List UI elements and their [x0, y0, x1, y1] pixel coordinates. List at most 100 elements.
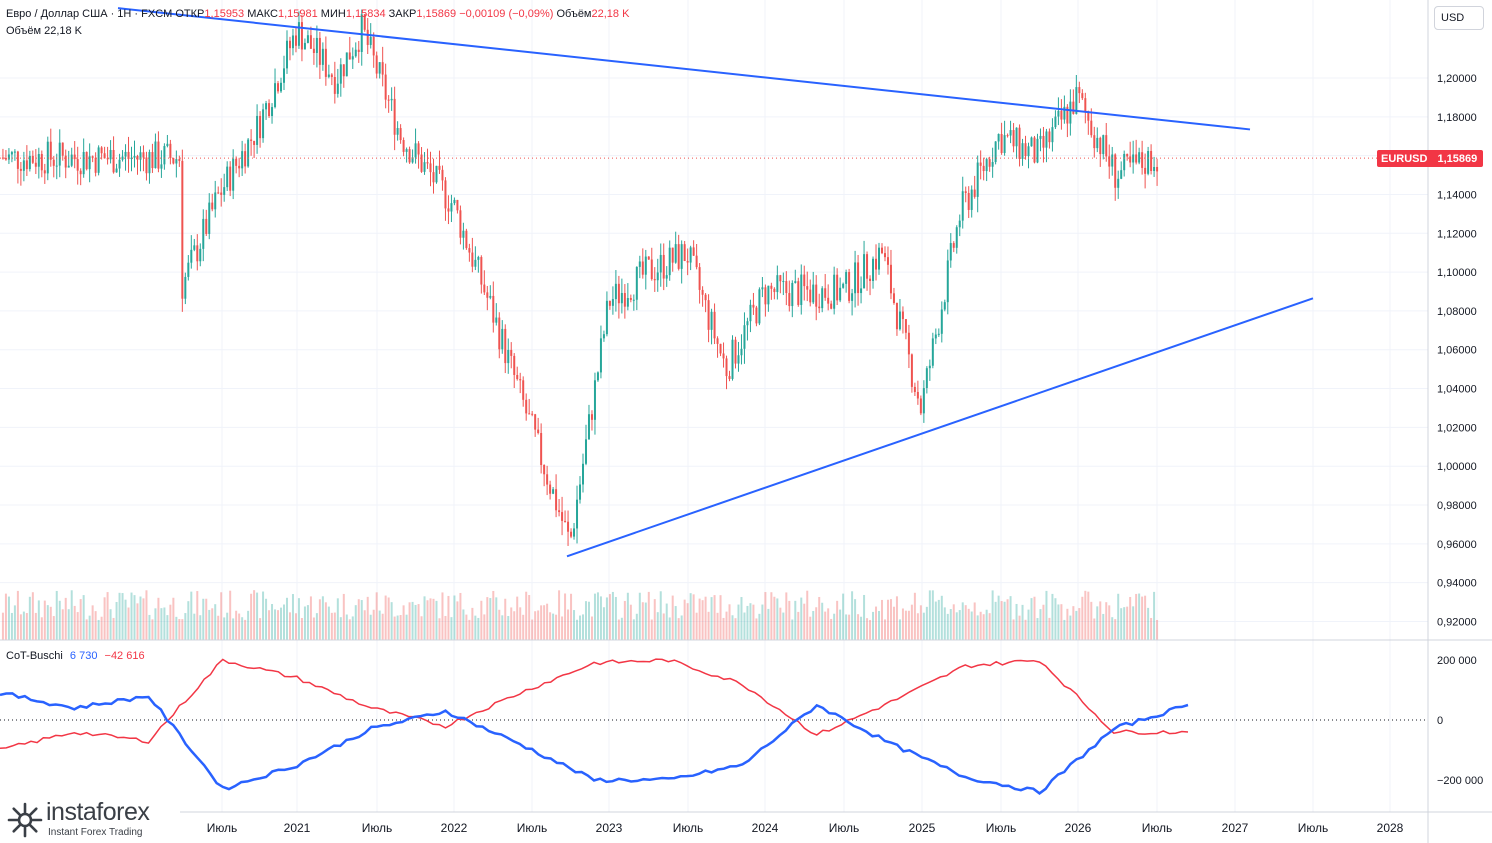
candle-body	[958, 220, 961, 228]
candle-body	[438, 165, 441, 170]
volume-bar	[961, 602, 964, 640]
volume-bar	[154, 608, 157, 640]
candle-body	[199, 248, 202, 262]
volume-bar	[492, 590, 495, 640]
candle-body	[755, 307, 758, 324]
volume-bar	[629, 604, 632, 640]
currency-button[interactable]: USD	[1434, 6, 1484, 30]
candle-body	[934, 334, 937, 339]
volume-bar	[55, 590, 58, 640]
volume-bar	[477, 617, 480, 640]
candle-body	[109, 150, 112, 160]
volume-bar	[680, 615, 683, 640]
volume-bar	[372, 609, 375, 640]
volume-bar	[166, 615, 169, 640]
volume-bar	[746, 605, 749, 640]
candle-body	[1009, 130, 1012, 136]
volume-bar	[836, 600, 839, 640]
volume-bar	[160, 608, 163, 640]
candle-body	[1015, 127, 1018, 147]
candle-body	[330, 74, 333, 78]
candle-body	[1018, 127, 1021, 159]
candle-body	[277, 83, 280, 92]
volume-bar	[719, 595, 722, 640]
candle-body	[238, 165, 241, 169]
volume-bar	[175, 616, 178, 640]
candle-body	[256, 115, 259, 145]
candle-body	[315, 37, 318, 53]
volume-bar	[384, 595, 387, 640]
candle-body	[943, 302, 946, 310]
volume-bar	[40, 617, 43, 640]
volume-bar	[543, 605, 546, 640]
candle-body	[498, 317, 501, 350]
candle-body	[465, 230, 468, 249]
candle-body	[892, 293, 895, 303]
candle-body	[543, 465, 546, 475]
volume-bar	[704, 596, 707, 640]
volume-bar	[558, 590, 561, 640]
candle-body	[528, 413, 531, 415]
candle-body	[767, 285, 770, 305]
cot-red-line	[0, 658, 1189, 749]
candle-body	[133, 156, 136, 158]
volume-bar	[833, 613, 836, 640]
volume-bar	[489, 598, 492, 640]
volume-bar	[256, 592, 259, 640]
price-axis-label: 0,98000	[1437, 500, 1477, 512]
volume-bar	[294, 613, 297, 640]
volume-bar	[803, 603, 806, 640]
volume-bar	[1051, 593, 1054, 640]
volume-bar	[976, 615, 979, 640]
candle-body	[561, 512, 564, 521]
volume-bar	[387, 597, 390, 640]
candle-body	[288, 40, 291, 49]
candle-body	[37, 153, 40, 167]
candle-body	[1045, 131, 1048, 148]
candle-body	[587, 414, 590, 440]
volume-bar	[262, 591, 265, 640]
volume-bar	[145, 590, 148, 640]
candle-body	[886, 257, 889, 265]
volume-bar	[737, 604, 740, 640]
candle-body	[623, 293, 626, 307]
volume-bar	[88, 615, 91, 640]
volume-bar	[250, 593, 253, 640]
candle-body	[1141, 152, 1144, 168]
volume-bar	[656, 612, 659, 640]
volume-bar	[1018, 615, 1021, 640]
candle-body	[809, 289, 812, 303]
candle-body	[175, 159, 178, 164]
volume-bar	[229, 590, 232, 640]
volume-bar	[567, 609, 570, 640]
candle-body	[151, 152, 154, 169]
volume-bar	[163, 607, 166, 640]
price-axis-label: 0,92000	[1437, 616, 1477, 628]
candle-body	[821, 288, 824, 309]
candle-body	[534, 414, 537, 430]
candle-body	[1048, 131, 1051, 143]
volume-bar	[534, 611, 537, 640]
candle-body	[510, 349, 513, 356]
volume-bar	[67, 609, 70, 640]
volume-bar	[988, 613, 991, 640]
logo-tagline: Instant Forex Trading	[48, 827, 143, 838]
candle-body	[928, 365, 931, 369]
volume-bar	[698, 598, 701, 640]
volume-bar	[913, 592, 916, 640]
volume-bar	[339, 617, 342, 640]
candle-body	[220, 192, 223, 195]
candle-body	[904, 319, 907, 333]
volume-bar	[800, 597, 803, 640]
trendlines	[117, 7, 1314, 558]
volume-bar	[1156, 619, 1159, 640]
candle-body	[707, 300, 710, 330]
candle-body	[842, 283, 845, 288]
volume-bar	[459, 592, 462, 640]
volume-bar	[818, 596, 821, 640]
candle-body	[166, 143, 169, 147]
candle-body	[710, 311, 713, 330]
volume-bar	[205, 598, 208, 640]
volume-bar	[366, 596, 369, 640]
